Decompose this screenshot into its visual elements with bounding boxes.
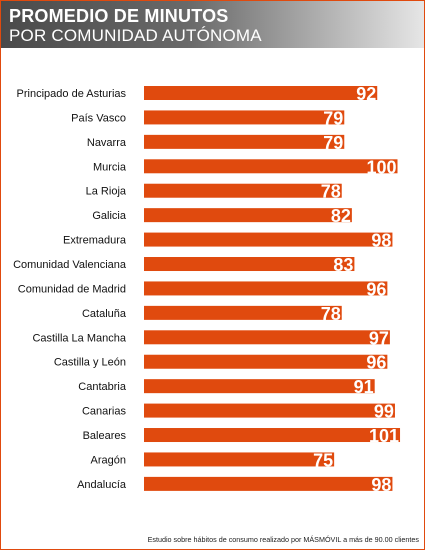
bar — [144, 305, 342, 320]
header-banner: PROMEDIO DE MINUTOS POR COMUNIDAD AUTÓNO… — [1, 1, 424, 48]
bar-value-label: 101 — [369, 426, 399, 446]
category-label: Castilla y León — [54, 357, 126, 369]
bar-value-label: 83 — [333, 255, 353, 275]
category-label: Murcia — [93, 161, 127, 173]
bar — [144, 403, 395, 418]
category-label: Cantabria — [78, 381, 127, 393]
category-label: País Vasco — [71, 112, 126, 124]
bar — [144, 354, 388, 369]
bar-value-label: 92 — [356, 84, 376, 104]
bar-value-label: 98 — [371, 231, 391, 251]
category-label: Comunidad de Madrid — [18, 283, 126, 295]
bar-value-label: 78 — [321, 182, 341, 202]
footer-note: Estudio sobre hábitos de consumo realiza… — [147, 535, 419, 544]
chart-title: PROMEDIO DE MINUTOS — [9, 6, 229, 26]
bar-value-label: 98 — [371, 475, 391, 495]
category-label: Andalucía — [77, 479, 127, 491]
bar — [144, 257, 355, 272]
category-label: Principado de Asturias — [17, 88, 127, 100]
category-label: Canarias — [82, 406, 127, 418]
bar — [144, 281, 388, 296]
bar-value-label: 100 — [366, 157, 396, 177]
bar — [144, 134, 345, 149]
bar — [144, 330, 390, 345]
category-label: Cataluña — [82, 308, 127, 320]
category-label: Extremadura — [63, 235, 127, 247]
category-label: Galicia — [92, 210, 127, 222]
category-label: Navarra — [87, 137, 127, 149]
bar — [144, 452, 335, 467]
bar-value-label: 99 — [374, 402, 394, 422]
bar — [144, 110, 345, 125]
category-label: Baleares — [83, 430, 127, 442]
bar-value-label: 82 — [331, 206, 351, 226]
bar-value-label: 96 — [366, 353, 386, 373]
bar-value-label: 91 — [354, 377, 374, 397]
bar-value-label: 79 — [323, 108, 343, 128]
bar — [144, 208, 352, 223]
bar — [144, 428, 401, 443]
bar — [144, 159, 398, 174]
bar — [144, 379, 375, 394]
category-label: Comunidad Valenciana — [13, 259, 127, 271]
category-label: La Rioja — [86, 186, 127, 198]
bar-value-label: 97 — [369, 328, 389, 348]
bar — [144, 86, 378, 100]
bar — [144, 476, 393, 491]
bar-value-label: 78 — [321, 304, 341, 324]
chart-subtitle: POR COMUNIDAD AUTÓNOMA — [9, 26, 262, 45]
bar-value-label: 96 — [366, 279, 386, 299]
bar — [144, 183, 342, 198]
bar-value-label: 75 — [313, 450, 333, 470]
category-label: Castilla La Mancha — [32, 332, 126, 344]
bar-value-label: 79 — [323, 133, 343, 153]
category-label: Aragón — [91, 454, 126, 466]
bar — [144, 232, 393, 247]
